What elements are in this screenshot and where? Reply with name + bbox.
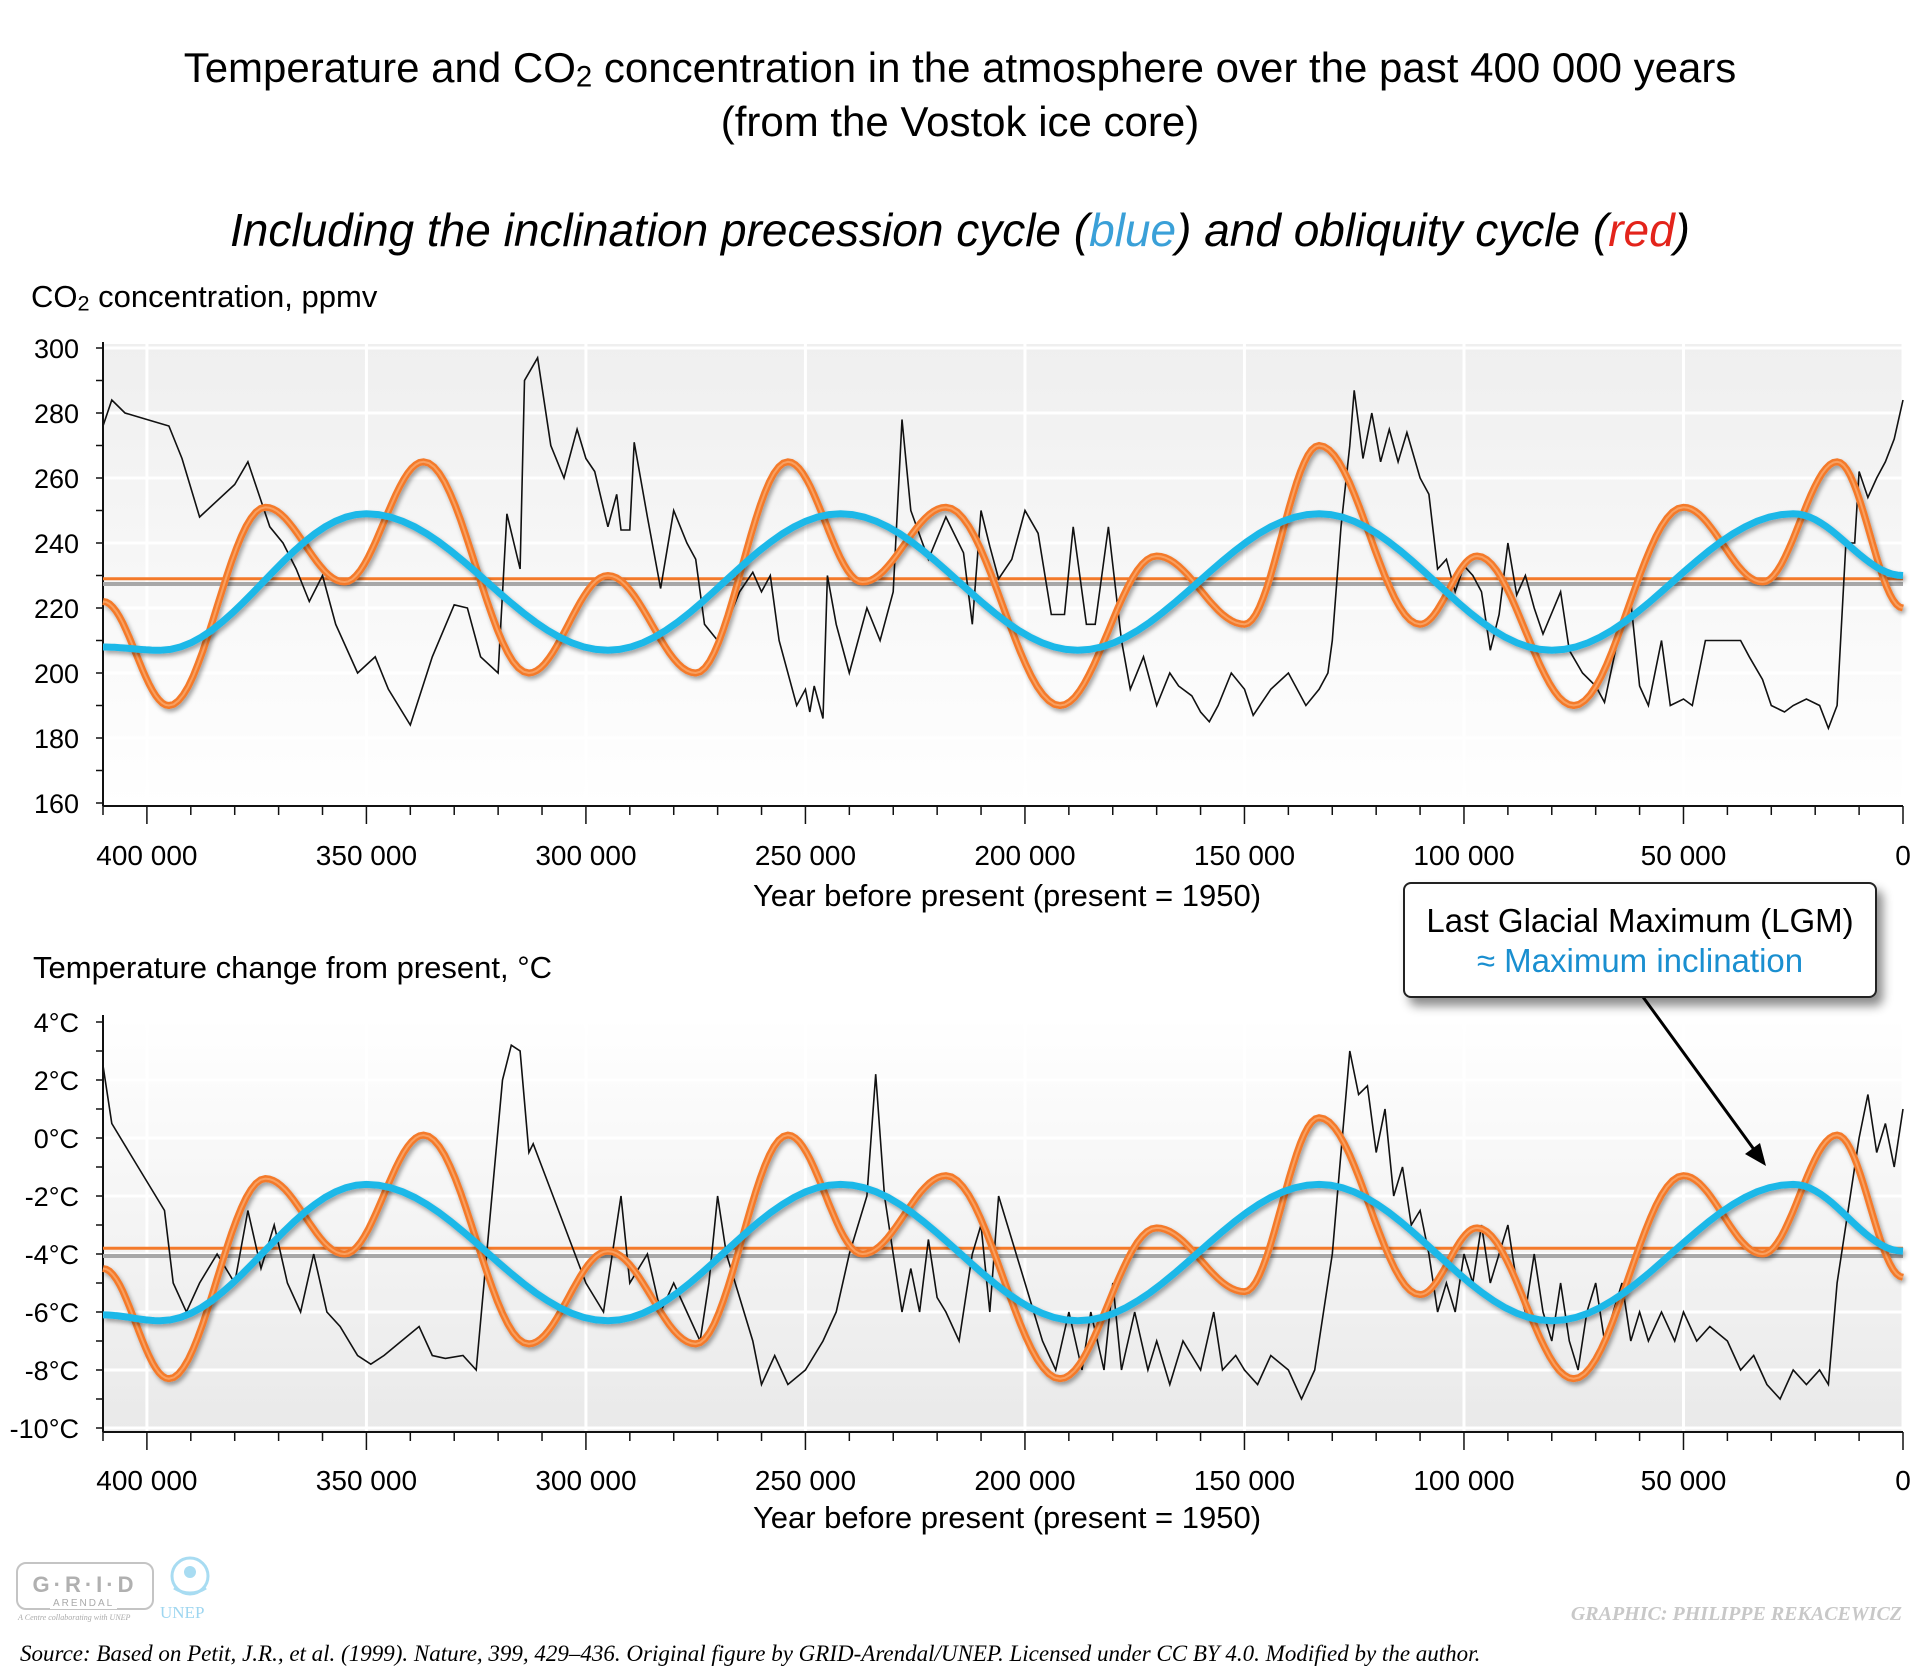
x-tick-label: 100 000 bbox=[1413, 840, 1514, 871]
y-tick-label: 260 bbox=[34, 464, 79, 494]
x-tick-label: 250 000 bbox=[755, 840, 856, 871]
title-line1: Temperature and CO2 concentration in the… bbox=[183, 44, 1737, 94]
lgm-annotation-title: Last Glacial Maximum (LGM) bbox=[1426, 902, 1854, 939]
y-tick-label: 180 bbox=[34, 724, 79, 754]
title-line2: (from the Vostok ice core) bbox=[720, 98, 1200, 145]
y-tick-label: 0°C bbox=[34, 1124, 79, 1154]
temperature-x-axis-title: Year before present (present = 1950) bbox=[752, 1500, 1262, 1535]
logo-tagline: A Centre collaborating with UNEP bbox=[18, 1613, 131, 1622]
x-tick-label: 300 000 bbox=[535, 1465, 636, 1496]
logo-grid-text: G·R·I·D bbox=[32, 1572, 138, 1597]
x-tick-label: 50 000 bbox=[1641, 1465, 1727, 1496]
y-tick-label: -2°C bbox=[25, 1182, 79, 1212]
temperature-chart: -10°C -8°C -6°C -4°C -2°C 0°C 2°C 4°C 400 000 350… bbox=[10, 1008, 1911, 1496]
y-tick-label: 300 bbox=[34, 334, 79, 364]
y-tick-label: 280 bbox=[34, 399, 79, 429]
x-tick-label: 50 000 bbox=[1641, 840, 1727, 871]
y-tick-label: 2°C bbox=[34, 1066, 79, 1096]
lgm-annotation-box: Last Glacial Maximum (LGM) ≈ Maximum inc… bbox=[1403, 882, 1877, 998]
x-tick-label: 150 000 bbox=[1194, 1465, 1295, 1496]
x-tick-label: 200 000 bbox=[974, 840, 1075, 871]
annotation-arrow-head bbox=[1745, 1143, 1766, 1166]
y-tick-label: 4°C bbox=[34, 1008, 79, 1038]
x-tick-label: 0 bbox=[1895, 840, 1911, 871]
source-note: Source: Based on Petit, J.R., et al. (19… bbox=[20, 1641, 1481, 1666]
x-tick-label: 400 000 bbox=[96, 840, 197, 871]
annotation-arrow-line bbox=[1641, 996, 1760, 1156]
x-tick-label: 200 000 bbox=[974, 1465, 1075, 1496]
precession-cycle-line bbox=[103, 510, 1904, 654]
plot-background bbox=[103, 1017, 1903, 1432]
y-tick-label: 240 bbox=[34, 529, 79, 559]
x-tick-label: 250 000 bbox=[755, 1465, 856, 1496]
logo-unep-text: UNEP bbox=[160, 1603, 205, 1622]
unep-emblem-icon bbox=[170, 1556, 210, 1596]
co2-chart: 160 180 200 220 240 260 280 300 400 000 350 000 30… bbox=[34, 334, 1911, 871]
temperature-axis-title: Temperature change from present, °C bbox=[33, 950, 552, 985]
co2-x-axis-title: Year before present (present = 1950) bbox=[752, 878, 1262, 913]
subtitle: Including the inclination precession cyc… bbox=[229, 204, 1690, 256]
x-tick-label: 100 000 bbox=[1413, 1465, 1514, 1496]
graphic-credit: GRAPHIC: PHILIPPE REKACEWICZ bbox=[1570, 1603, 1902, 1625]
y-tick-label: 160 bbox=[34, 789, 79, 819]
y-tick-label: 200 bbox=[34, 659, 79, 689]
x-tick-label: 350 000 bbox=[316, 840, 417, 871]
precession-cycle-line bbox=[103, 1180, 1904, 1325]
y-tick-label: 220 bbox=[34, 594, 79, 624]
y-tick-label: -10°C bbox=[10, 1414, 79, 1444]
lgm-annotation-subtitle: ≈ Maximum inclination bbox=[1476, 942, 1804, 979]
y-tick-label: -6°C bbox=[25, 1298, 79, 1328]
x-tick-label: 350 000 bbox=[316, 1465, 417, 1496]
y-tick-label: -8°C bbox=[25, 1356, 79, 1386]
x-tick-label: 150 000 bbox=[1194, 840, 1295, 871]
obliquity-cycle-highlight bbox=[102, 444, 1904, 707]
y-tick-label: -4°C bbox=[25, 1240, 79, 1270]
plot-background bbox=[103, 344, 1903, 806]
x-tick-label: 300 000 bbox=[535, 840, 636, 871]
x-tick-label: 400 000 bbox=[96, 1465, 197, 1496]
co2-axis-title: CO2 concentration, ppmv bbox=[31, 279, 378, 316]
obliquity-cycle-highlight bbox=[102, 1116, 1904, 1380]
logo-arendal-text: ARENDAL bbox=[50, 1598, 118, 1609]
x-tick-label: 0 bbox=[1895, 1465, 1911, 1496]
grid-arendal-logo: G·R·I·D bbox=[16, 1562, 154, 1610]
